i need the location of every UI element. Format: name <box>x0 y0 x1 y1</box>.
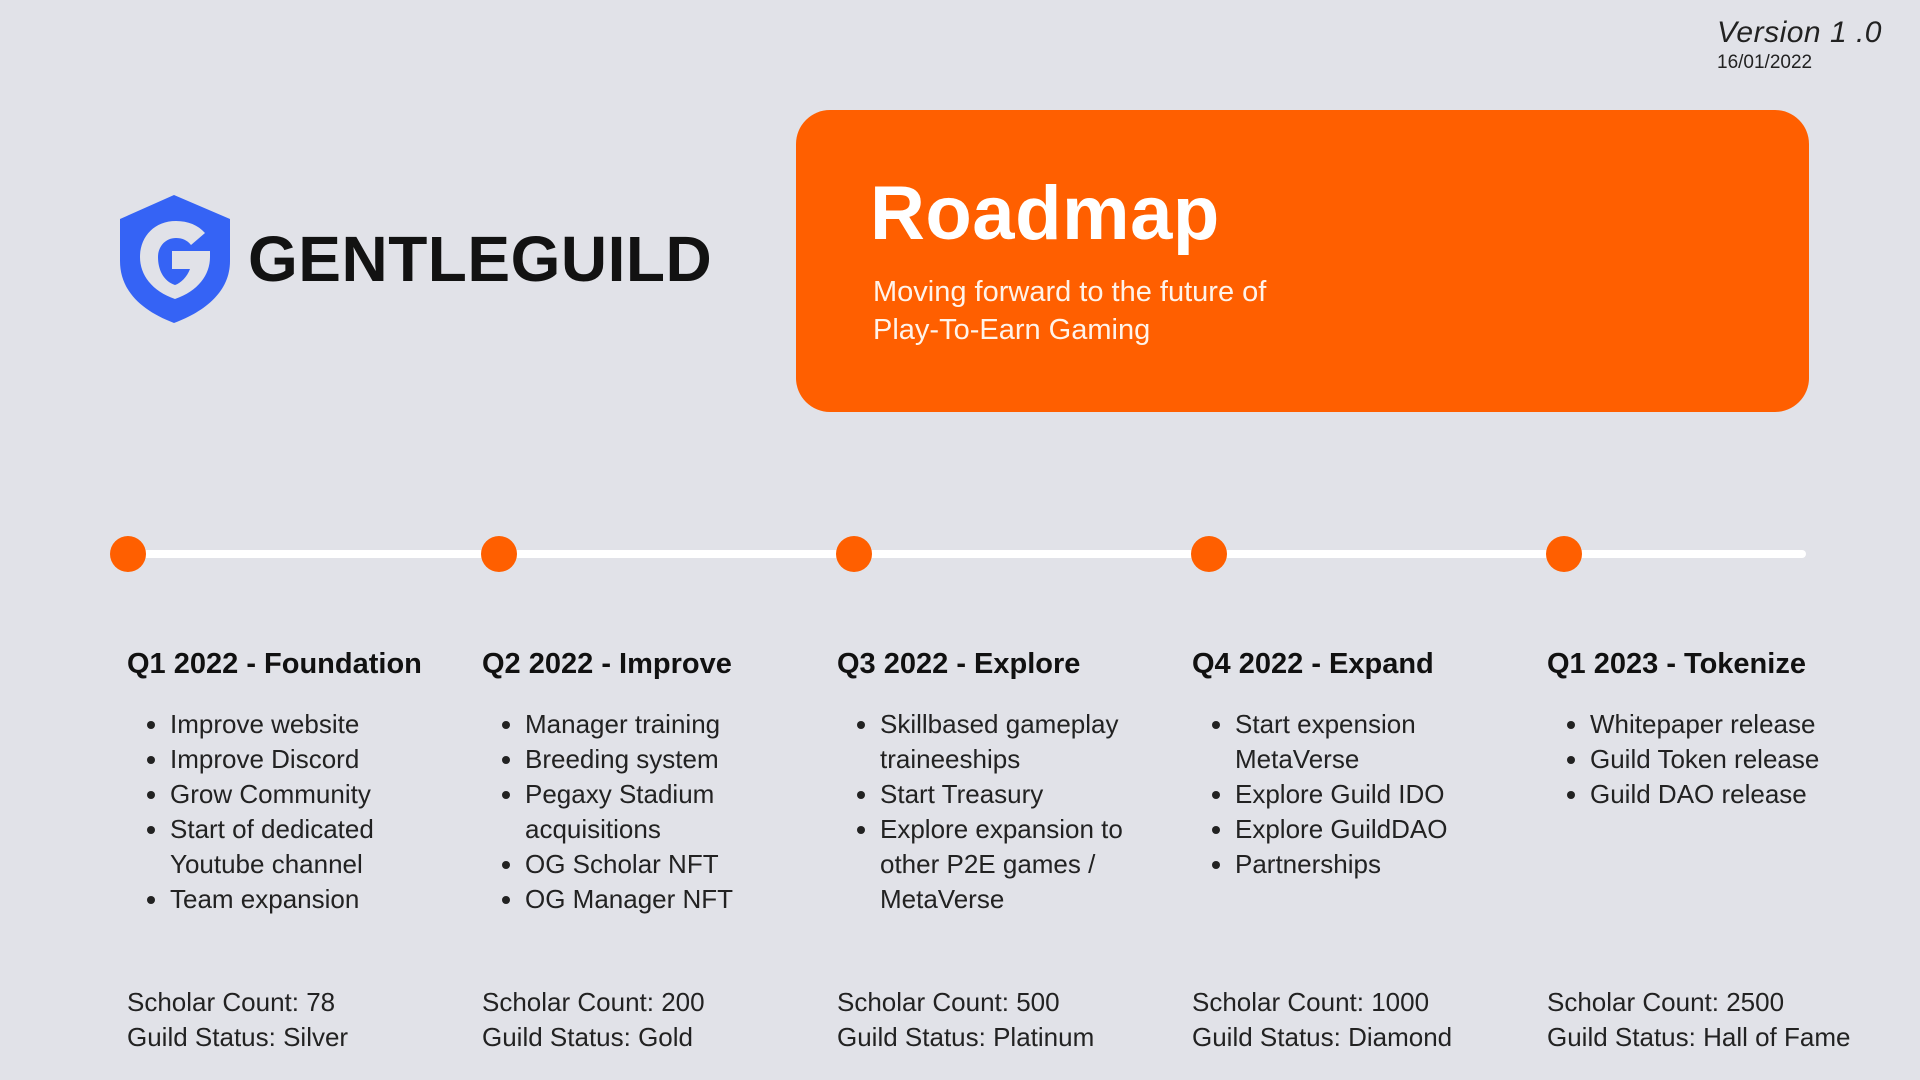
phase-title: Q3 2022 - Explore <box>837 648 1081 680</box>
list-item: Guild DAO release <box>1590 777 1887 812</box>
shield-g-icon <box>120 195 230 323</box>
list-item: Whitepaper release <box>1590 707 1887 742</box>
phase-stats-q3-2022: Scholar Count: 500 Guild Status: Platinu… <box>837 985 1094 1055</box>
list-item: Manager training <box>525 707 822 742</box>
list-item: Start expension MetaVerse <box>1235 707 1532 777</box>
list-item: OG Scholar NFT <box>525 847 822 882</box>
phase-stats-q2-2022: Scholar Count: 200 Guild Status: Gold <box>482 985 705 1055</box>
phase-title: Q4 2022 - Expand <box>1192 648 1434 680</box>
timeline-line <box>126 550 1806 558</box>
phase-q4-2022: Q4 2022 - Expand Start expension MetaVer… <box>1192 648 1532 882</box>
guild-status: Guild Status: Silver <box>127 1022 349 1052</box>
timeline-dot-q1-2022 <box>110 536 146 572</box>
version-number: Version 1 .0 <box>1717 16 1882 49</box>
guild-status: Guild Status: Gold <box>482 1022 693 1052</box>
list-item: Pegaxy Stadium acquisitions <box>525 777 822 847</box>
list-item: Breeding system <box>525 742 822 777</box>
phase-q2-2022: Q2 2022 - Improve Manager training Breed… <box>482 648 822 917</box>
guild-status: Guild Status: Hall of Fame <box>1547 1022 1851 1052</box>
scholar-count: Scholar Count: 2500 <box>1547 987 1785 1017</box>
list-item: Grow Community <box>170 777 467 812</box>
list-item: Skillbased gameplay traineeships <box>880 707 1177 777</box>
phase-items: Start expension MetaVerse Explore Guild … <box>1192 707 1532 882</box>
list-item: Explore GuildDAO <box>1235 812 1532 847</box>
timeline-dot-q1-2023 <box>1546 536 1582 572</box>
scholar-count: Scholar Count: 500 <box>837 987 1060 1017</box>
roadmap-banner: Roadmap Moving forward to the future of … <box>796 110 1809 412</box>
phase-items: Skillbased gameplay traineeships Start T… <box>837 707 1177 917</box>
list-item: Guild Token release <box>1590 742 1887 777</box>
version-info: Version 1 .0 16/01/2022 <box>1717 16 1882 74</box>
list-item: Start of dedicated Youtube channel <box>170 812 467 882</box>
list-item: Explore expansion to other P2E games / M… <box>880 812 1177 917</box>
phase-title: Q1 2022 - Foundation <box>127 648 422 680</box>
timeline-dot-q4-2022 <box>1191 536 1227 572</box>
scholar-count: Scholar Count: 200 <box>482 987 705 1017</box>
guild-status: Guild Status: Diamond <box>1192 1022 1453 1052</box>
version-date: 16/01/2022 <box>1717 52 1813 73</box>
timeline-dot-q2-2022 <box>481 536 517 572</box>
phase-q3-2022: Q3 2022 - Explore Skillbased gameplay tr… <box>837 648 1177 917</box>
guild-status: Guild Status: Platinum <box>837 1022 1095 1052</box>
subtitle-line-2: Play-To-Earn Gaming <box>873 314 1151 346</box>
phase-title: Q1 2023 - Tokenize <box>1547 648 1806 680</box>
list-item: Explore Guild IDO <box>1235 777 1532 812</box>
scholar-count: Scholar Count: 78 <box>127 987 336 1017</box>
phase-q1-2022: Q1 2022 - Foundation Improve website Imp… <box>127 648 467 917</box>
phase-items: Manager training Breeding system Pegaxy … <box>482 707 822 917</box>
phase-stats-q4-2022: Scholar Count: 1000 Guild Status: Diamon… <box>1192 985 1452 1055</box>
phase-q1-2023: Q1 2023 - Tokenize Whitepaper release Gu… <box>1547 648 1887 812</box>
list-item: Start Treasury <box>880 777 1177 812</box>
phase-items: Whitepaper release Guild Token release G… <box>1547 707 1887 812</box>
phase-items: Improve website Improve Discord Grow Com… <box>127 707 467 917</box>
page-title: Roadmap <box>870 171 1220 256</box>
phase-stats-q1-2022: Scholar Count: 78 Guild Status: Silver <box>127 985 348 1055</box>
logo-text: GENTLEGUILD <box>248 223 713 295</box>
logo: GENTLEGUILD <box>120 195 712 323</box>
list-item: Partnerships <box>1235 847 1532 882</box>
scholar-count: Scholar Count: 1000 <box>1192 987 1430 1017</box>
list-item: Improve website <box>170 707 467 742</box>
list-item: Improve Discord <box>170 742 467 777</box>
page-subtitle: Moving forward to the future of Play-To-… <box>873 273 1266 349</box>
subtitle-line-1: Moving forward to the future of <box>873 276 1267 308</box>
phase-title: Q2 2022 - Improve <box>482 648 732 680</box>
timeline-dot-q3-2022 <box>836 536 872 572</box>
list-item: OG Manager NFT <box>525 882 822 917</box>
list-item: Team expansion <box>170 882 467 917</box>
phase-stats-q1-2023: Scholar Count: 2500 Guild Status: Hall o… <box>1547 985 1850 1055</box>
